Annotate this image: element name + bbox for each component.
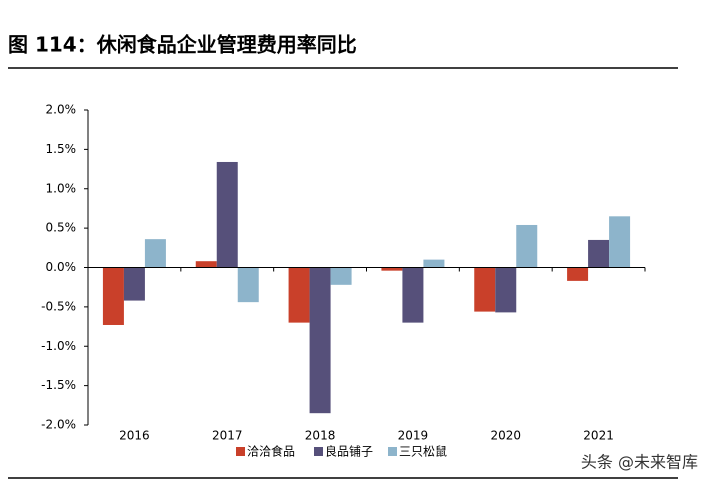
y-tick-label: -0.5% (41, 299, 76, 313)
y-tick-label: 0.5% (46, 221, 77, 235)
bar (588, 239, 610, 268)
bar (309, 267, 331, 414)
bar (330, 267, 352, 285)
bar (123, 267, 145, 301)
bar (516, 224, 538, 268)
bar (495, 267, 517, 313)
bar (474, 267, 496, 312)
y-tick-label: 0.0% (46, 260, 77, 274)
y-tick-label: 1.0% (46, 181, 77, 195)
x-tick-label: 2017 (212, 429, 243, 443)
x-tick-label: 2019 (398, 429, 429, 443)
legend-swatch (236, 447, 245, 456)
bar (381, 267, 403, 271)
y-tick-label: 2.0% (46, 103, 77, 117)
bar (102, 267, 124, 325)
x-tick-label: 2021 (583, 429, 614, 443)
legend-swatch (314, 447, 323, 456)
bar (402, 267, 424, 323)
y-tick-label: -1.5% (41, 378, 76, 392)
bar (423, 259, 445, 268)
chart-title: 图 114：休闲食品企业管理费用率同比 (8, 33, 357, 57)
bar (237, 267, 259, 303)
y-tick-label: -1.0% (41, 339, 76, 353)
x-tick-label: 2016 (119, 429, 150, 443)
legend-label: 三只松鼠 (399, 445, 447, 459)
x-tick-label: 2020 (490, 429, 521, 443)
legend-label: 洽洽食品 (247, 444, 295, 459)
bar (195, 261, 217, 268)
x-tick-label: 2018 (305, 429, 336, 443)
y-tick-label: 1.5% (46, 142, 77, 156)
legend-label: 良品铺子 (325, 444, 373, 459)
legend-swatch (388, 447, 397, 456)
bar (144, 239, 166, 268)
bar (216, 161, 238, 268)
bar (567, 267, 589, 281)
y-tick-label: -2.0% (41, 418, 76, 432)
bar (609, 216, 631, 268)
bar (288, 267, 310, 323)
watermark: 头条 @未来智库 (581, 453, 698, 472)
